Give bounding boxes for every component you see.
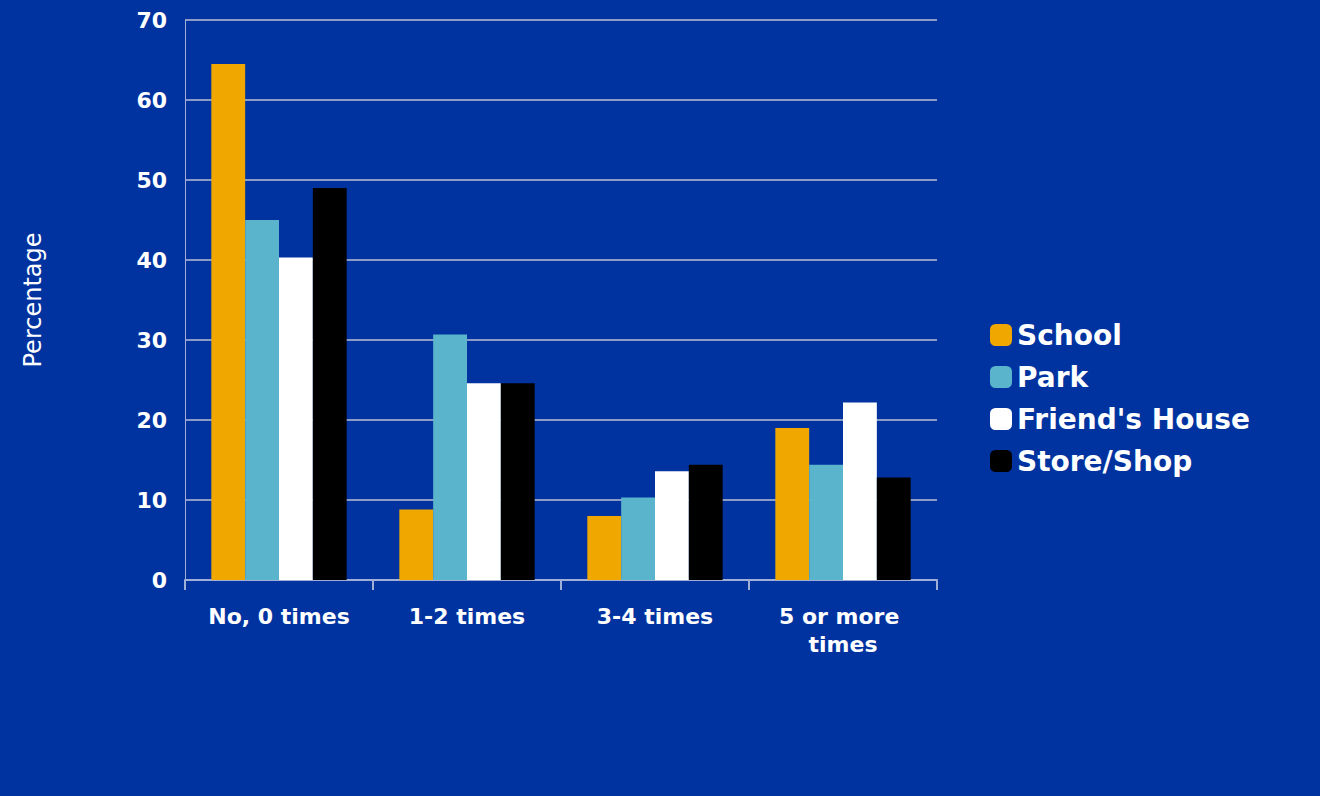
svg-text:70: 70 <box>136 8 167 33</box>
svg-text:60: 60 <box>136 88 167 113</box>
svg-text:30: 30 <box>136 328 167 353</box>
svg-text:Percentage: Percentage <box>19 232 47 367</box>
svg-text:5 or more: 5 or more <box>779 604 907 629</box>
svg-text:School: School <box>1017 319 1122 352</box>
svg-text:20: 20 <box>136 408 167 433</box>
svg-text:No, 0 times: No, 0 times <box>208 604 350 629</box>
svg-text:0: 0 <box>152 568 167 593</box>
svg-text:Friend's House: Friend's House <box>1017 403 1250 436</box>
svg-text:3-4 times: 3-4 times <box>597 604 713 629</box>
svg-text:1-2 times: 1-2 times <box>409 604 525 629</box>
svg-text:40: 40 <box>136 248 167 273</box>
svg-text:10: 10 <box>136 488 167 513</box>
svg-text:Park: Park <box>1017 361 1089 394</box>
svg-text:50: 50 <box>136 168 167 193</box>
svg-text:times: times <box>809 632 878 657</box>
svg-text:Store/Shop: Store/Shop <box>1017 445 1192 478</box>
